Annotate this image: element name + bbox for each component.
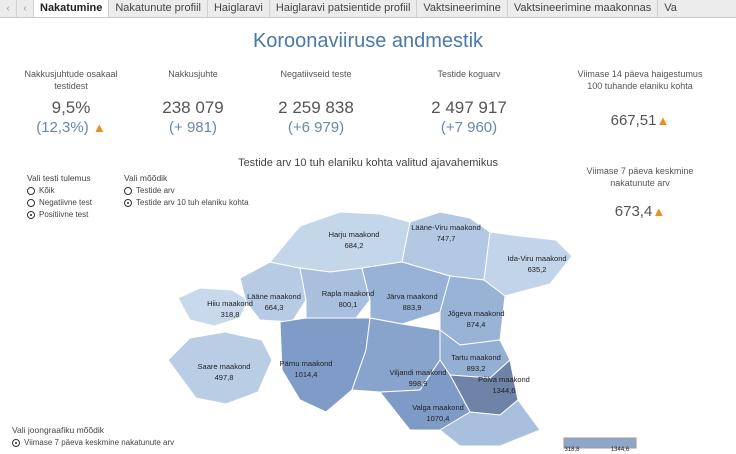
chart-measure-filter: Vali joongraafiku mõõdik Viimase 7 päeva… xyxy=(12,425,174,450)
map-region-voru[interactable] xyxy=(439,399,541,447)
kpi-rate14-value: 667,51 xyxy=(610,112,657,129)
kpi-tests: Testide koguarv 2 497 917 (+7 960) xyxy=(410,68,528,136)
chart-measure-filter-label: Vali joongraafiku mõõdik xyxy=(12,425,104,435)
label-hiiu: Hiiu maakond 318,8 xyxy=(207,299,253,319)
label-laane-viru: Lääne-Viru maakond 747,7 xyxy=(411,223,481,243)
kpi-rate14: Viimase 14 päeva haigestumus 100 tuhande… xyxy=(570,68,710,129)
tab-bar: ‹ ‹ Nakatumine Nakatunute profiil Haigla… xyxy=(0,0,736,18)
label-valga: Valga maakond 1070,4 xyxy=(412,403,464,423)
kpi-tests-value: 2 497 917 xyxy=(431,98,507,117)
radio-testide-arv-10tuh[interactable]: Testide arv 10 tuh elaniku kohta xyxy=(124,198,249,207)
kpi-avg7-label: Viimase 7 päeva keskmine nakatunute arv xyxy=(586,166,694,188)
test-result-filter: Vali testi tulemus Kõik Negatiivne test … xyxy=(27,173,92,222)
map-region-hiiu[interactable] xyxy=(177,287,249,327)
radio-label: Kõik xyxy=(39,186,55,195)
label-laane: Lääne maakond 664,3 xyxy=(247,292,301,312)
label-jogeva: Jõgeva maakond 874,4 xyxy=(447,309,505,329)
radio-checked-icon xyxy=(124,198,132,207)
tab-nakatumine[interactable]: Nakatumine xyxy=(34,0,110,17)
legend-min: 318,8 xyxy=(564,447,580,453)
radio-checked-icon xyxy=(12,438,20,447)
radio-testide-arv[interactable]: Testide arv xyxy=(124,186,249,195)
measure-filter: Vali mõõdik Testide arv Testide arv 10 t… xyxy=(124,173,249,210)
radio-positiivne[interactable]: Positiivne test xyxy=(27,210,92,219)
increase-triangle-icon: ▲ xyxy=(652,204,666,219)
kpi-cases-sub: (+ 981) xyxy=(169,119,217,136)
legend-gradient xyxy=(563,437,637,449)
kpi-cases: Nakkusjuhte 238 079 (+ 981) xyxy=(143,68,243,136)
kpi-positivity-value: 9,5% xyxy=(51,98,91,117)
radio-label: Negatiivne test xyxy=(39,198,92,207)
kpi-tests-label: Testide koguarv xyxy=(437,69,501,79)
measure-filter-label: Vali mõõdik xyxy=(124,173,168,183)
kpi-avg7: Viimase 7 päeva keskmine nakatunute arv … xyxy=(570,165,710,220)
kpi-cases-label: Nakkusjuhte xyxy=(168,69,218,79)
tab-vaktsineerimine-maakonnas[interactable]: Vaktsineerimine maakonnas xyxy=(508,0,659,17)
label-jarva: Järva maakond 883,9 xyxy=(386,292,438,312)
label-viljandi: Viljandi maakond 998,9 xyxy=(389,368,447,388)
chevron-left-icon[interactable]: ‹ xyxy=(0,0,17,17)
radio-checked-icon xyxy=(27,210,35,219)
label-tartu: Tartu maakond 893,2 xyxy=(451,353,501,373)
map-region-jarva[interactable] xyxy=(361,261,451,325)
map-title: Testide arv 10 tuh elaniku kohta valitud… xyxy=(238,157,498,169)
radio-label: Viimase 7 päeva keskmine nakatunute arv xyxy=(24,438,175,447)
map-region-saare[interactable] xyxy=(167,331,273,405)
radio-label: Testide arv 10 tuh elaniku kohta xyxy=(136,198,249,207)
radio-label: Testide arv xyxy=(136,186,175,195)
increase-triangle-icon: ▲ xyxy=(656,113,670,128)
page-title: Koroonaviiruse andmestik xyxy=(252,30,484,52)
kpi-cases-value: 238 079 xyxy=(162,98,224,117)
kpi-positivity-label: Nakkusjuhtude osakaal testidest xyxy=(24,69,118,91)
tab-truncated[interactable]: Va xyxy=(664,2,677,14)
kpi-positivity-sub: (12,3%) xyxy=(36,119,89,136)
radio-negatiivne[interactable]: Negatiivne test xyxy=(27,198,92,207)
label-polva: Põlva maakond 1344,6 xyxy=(478,375,530,395)
map-region-rapla[interactable] xyxy=(299,267,371,319)
test-result-filter-label: Vali testi tulemus xyxy=(27,173,91,183)
kpi-avg7-value: 673,4 xyxy=(614,203,653,220)
kpi-negative-label: Negatiivseid teste xyxy=(280,69,352,79)
tab-vaktsineerimine[interactable]: Vaktsineerimine xyxy=(417,0,508,17)
kpi-negative-sub: (+6 979) xyxy=(287,119,345,136)
label-parnu: Pärnu maakond 1014,4 xyxy=(279,359,333,379)
map-region-valga[interactable] xyxy=(379,359,471,431)
radio-circle-icon xyxy=(27,198,35,207)
label-harju: Harju maakond 684,2 xyxy=(328,230,380,250)
radio-label: Positiivne test xyxy=(39,210,89,219)
kpi-tests-sub: (+7 960) xyxy=(440,119,498,136)
kpi-rate14-label: Viimase 14 päeva haigestumus 100 tuhande… xyxy=(577,69,703,91)
kpi-negative-value: 2 259 838 xyxy=(278,98,354,117)
legend-max: 1344,6 xyxy=(610,447,630,453)
label-saare: Saare maakond 497,8 xyxy=(197,362,251,382)
kpi-negative: Negatiivseid teste 2 259 838 (+6 979) xyxy=(257,68,375,136)
label-ida-viru: Ida-Viru maakond 635,2 xyxy=(507,254,567,274)
increase-triangle-icon: ▲ xyxy=(92,120,106,135)
radio-koik[interactable]: Kõik xyxy=(27,186,92,195)
tab-nakatunute-profiil[interactable]: Nakatunute profiil xyxy=(109,0,208,17)
kpi-positivity: Nakkusjuhtude osakaal testidest 9,5% (12… xyxy=(15,68,127,136)
tab-haiglaravi[interactable]: Haiglaravi xyxy=(208,0,270,17)
label-rapla: Rapla maakond 800,1 xyxy=(321,289,375,309)
radio-circle-icon xyxy=(124,186,132,195)
radio-7day-avg[interactable]: Viimase 7 päeva keskmine nakatunute arv xyxy=(12,438,174,447)
tab-haiglaravi-patsientide-profiil[interactable]: Haiglaravi patsientide profiil xyxy=(270,0,418,17)
chevron-left-icon-2[interactable]: ‹ xyxy=(17,0,34,17)
radio-circle-icon xyxy=(27,186,35,195)
